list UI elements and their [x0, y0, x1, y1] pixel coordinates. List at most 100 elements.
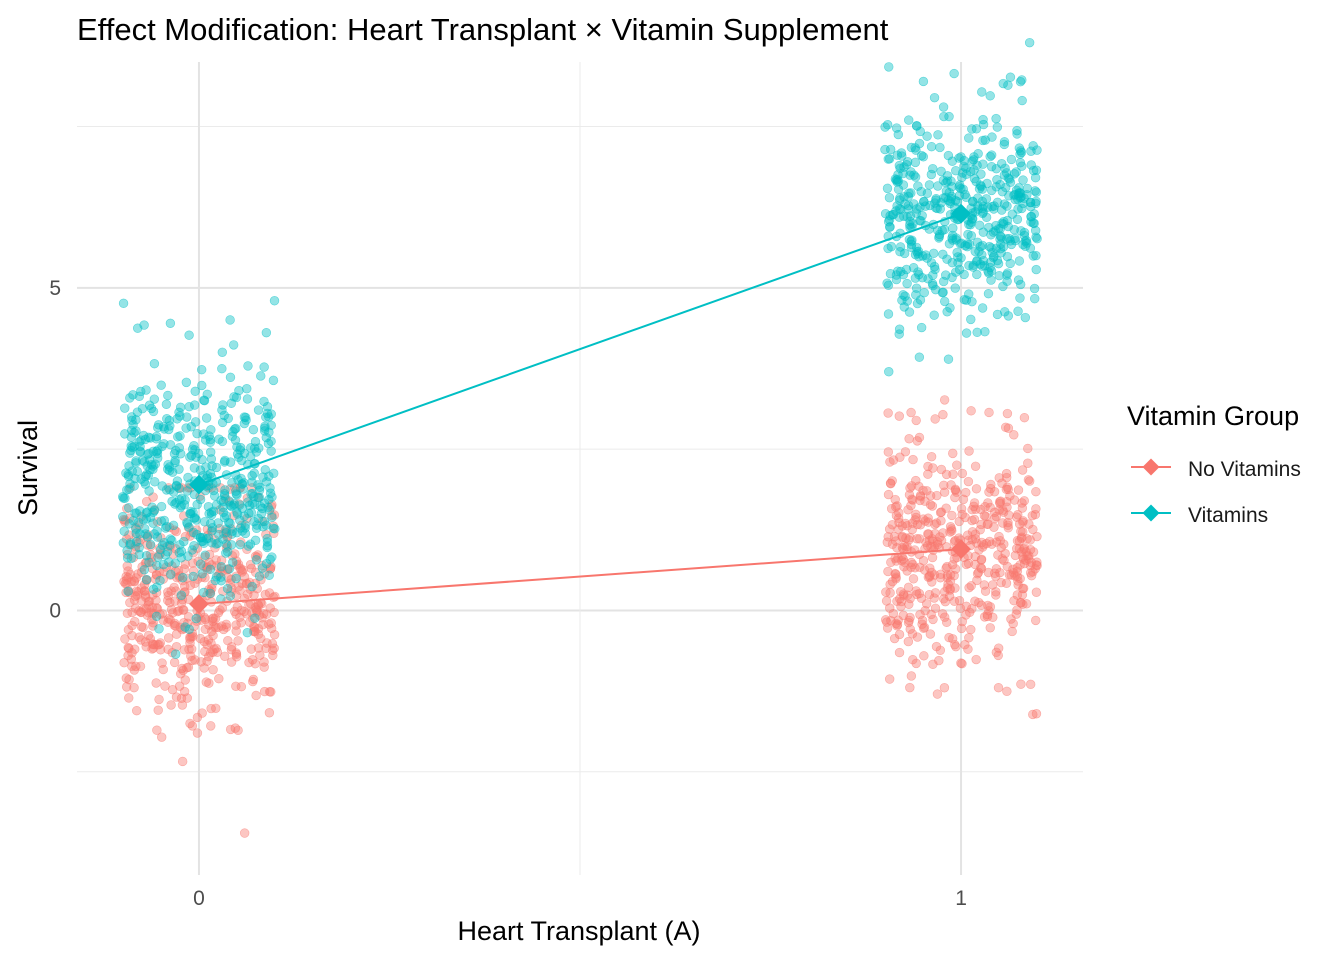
- point-no-vitamins: [952, 460, 962, 470]
- point-vitamins: [165, 421, 175, 431]
- point-vitamins: [247, 477, 257, 487]
- point-no-vitamins: [956, 623, 967, 634]
- point-no-vitamins: [1009, 495, 1020, 505]
- point-no-vitamins: [997, 554, 1007, 564]
- point-no-vitamins: [221, 543, 232, 553]
- point-vitamins: [994, 270, 1004, 281]
- point-no-vitamins: [209, 644, 219, 654]
- point-no-vitamins: [990, 571, 1001, 582]
- point-vitamins: [1020, 312, 1031, 323]
- point-no-vitamins: [123, 650, 133, 661]
- point-vitamins: [199, 395, 209, 405]
- point-no-vitamins: [122, 561, 132, 571]
- point-vitamins: [956, 152, 966, 162]
- point-no-vitamins: [1031, 487, 1041, 497]
- point-no-vitamins: [120, 634, 130, 644]
- point-no-vitamins: [925, 629, 936, 639]
- point-no-vitamins: [983, 519, 993, 529]
- point-no-vitamins: [891, 572, 901, 582]
- point-no-vitamins: [925, 500, 936, 510]
- point-vitamins: [256, 509, 267, 519]
- point-no-vitamins: [985, 483, 996, 494]
- point-no-vitamins: [205, 648, 216, 658]
- point-no-vitamins: [936, 535, 947, 546]
- point-no-vitamins: [231, 652, 242, 662]
- point-vitamins: [171, 480, 182, 491]
- point-no-vitamins: [998, 518, 1008, 528]
- point-vitamins: [915, 295, 926, 305]
- point-no-vitamins: [180, 581, 190, 591]
- point-no-vitamins: [907, 524, 917, 535]
- point-vitamins: [154, 624, 164, 634]
- point-no-vitamins: [186, 644, 197, 654]
- point-no-vitamins: [939, 480, 949, 491]
- point-no-vitamins: [923, 469, 933, 479]
- point-vitamins: [1028, 165, 1039, 176]
- point-no-vitamins: [130, 616, 140, 627]
- point-vitamins: [883, 309, 894, 319]
- point-no-vitamins: [993, 650, 1003, 661]
- point-no-vitamins: [912, 534, 922, 544]
- point-vitamins: [192, 499, 202, 510]
- point-no-vitamins: [908, 574, 919, 584]
- point-vitamins: [268, 375, 279, 386]
- point-vitamins: [164, 415, 174, 426]
- point-vitamins: [256, 371, 266, 381]
- point-no-vitamins: [941, 617, 952, 628]
- y-tick-label-5: 5: [49, 277, 61, 300]
- point-no-vitamins: [264, 687, 275, 697]
- point-no-vitamins: [1012, 590, 1023, 600]
- point-vitamins: [999, 170, 1010, 180]
- point-vitamins: [991, 164, 1002, 174]
- point-no-vitamins: [235, 563, 245, 574]
- point-vitamins: [1002, 270, 1012, 280]
- point-vitamins: [911, 283, 922, 293]
- point-vitamins: [242, 627, 253, 638]
- point-no-vitamins: [259, 657, 269, 667]
- point-no-vitamins: [266, 501, 276, 512]
- point-no-vitamins: [903, 636, 914, 647]
- point-vitamins: [184, 624, 194, 635]
- point-vitamins: [884, 193, 895, 203]
- point-no-vitamins: [911, 658, 921, 669]
- point-vitamins: [225, 591, 235, 601]
- point-no-vitamins: [938, 409, 948, 420]
- point-vitamins: [904, 307, 915, 317]
- point-vitamins: [882, 183, 893, 194]
- point-vitamins: [213, 518, 223, 528]
- point-no-vitamins: [1001, 472, 1012, 483]
- point-no-vitamins: [1017, 498, 1027, 508]
- point-vitamins: [938, 193, 949, 203]
- point-no-vitamins: [973, 567, 984, 578]
- point-vitamins: [134, 542, 144, 553]
- point-no-vitamins: [905, 593, 915, 604]
- point-vitamins: [266, 446, 276, 456]
- point-vitamins: [203, 501, 214, 512]
- point-vitamins: [137, 403, 148, 414]
- point-no-vitamins: [969, 514, 980, 525]
- point-vitamins: [211, 462, 222, 473]
- point-vitamins: [981, 194, 992, 204]
- point-vitamins: [174, 407, 184, 418]
- point-no-vitamins: [1001, 578, 1012, 588]
- point-vitamins: [123, 586, 133, 597]
- point-no-vitamins: [160, 681, 170, 691]
- point-no-vitamins: [1032, 560, 1042, 571]
- point-no-vitamins: [982, 611, 993, 622]
- point-vitamins: [884, 367, 894, 377]
- point-no-vitamins: [932, 490, 942, 501]
- point-no-vitamins: [1031, 560, 1042, 570]
- point-no-vitamins: [991, 587, 1001, 597]
- point-vitamins: [176, 449, 186, 459]
- point-vitamins: [938, 102, 949, 112]
- point-vitamins: [964, 133, 974, 143]
- point-vitamins: [131, 536, 142, 547]
- point-no-vitamins: [994, 473, 1004, 483]
- point-vitamins: [230, 435, 241, 445]
- point-no-vitamins: [199, 612, 209, 622]
- point-vitamins: [983, 202, 993, 212]
- point-no-vitamins: [897, 521, 907, 531]
- point-vitamins: [262, 408, 273, 419]
- point-no-vitamins: [981, 538, 992, 549]
- point-vitamins: [1025, 243, 1036, 253]
